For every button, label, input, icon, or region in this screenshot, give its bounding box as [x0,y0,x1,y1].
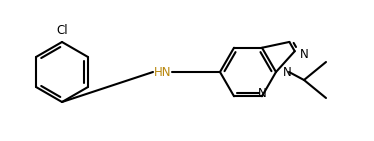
Text: N: N [283,66,292,79]
Text: HN: HN [154,66,172,79]
Text: N: N [258,87,266,100]
Text: N: N [300,48,309,61]
Text: Cl: Cl [56,24,68,37]
